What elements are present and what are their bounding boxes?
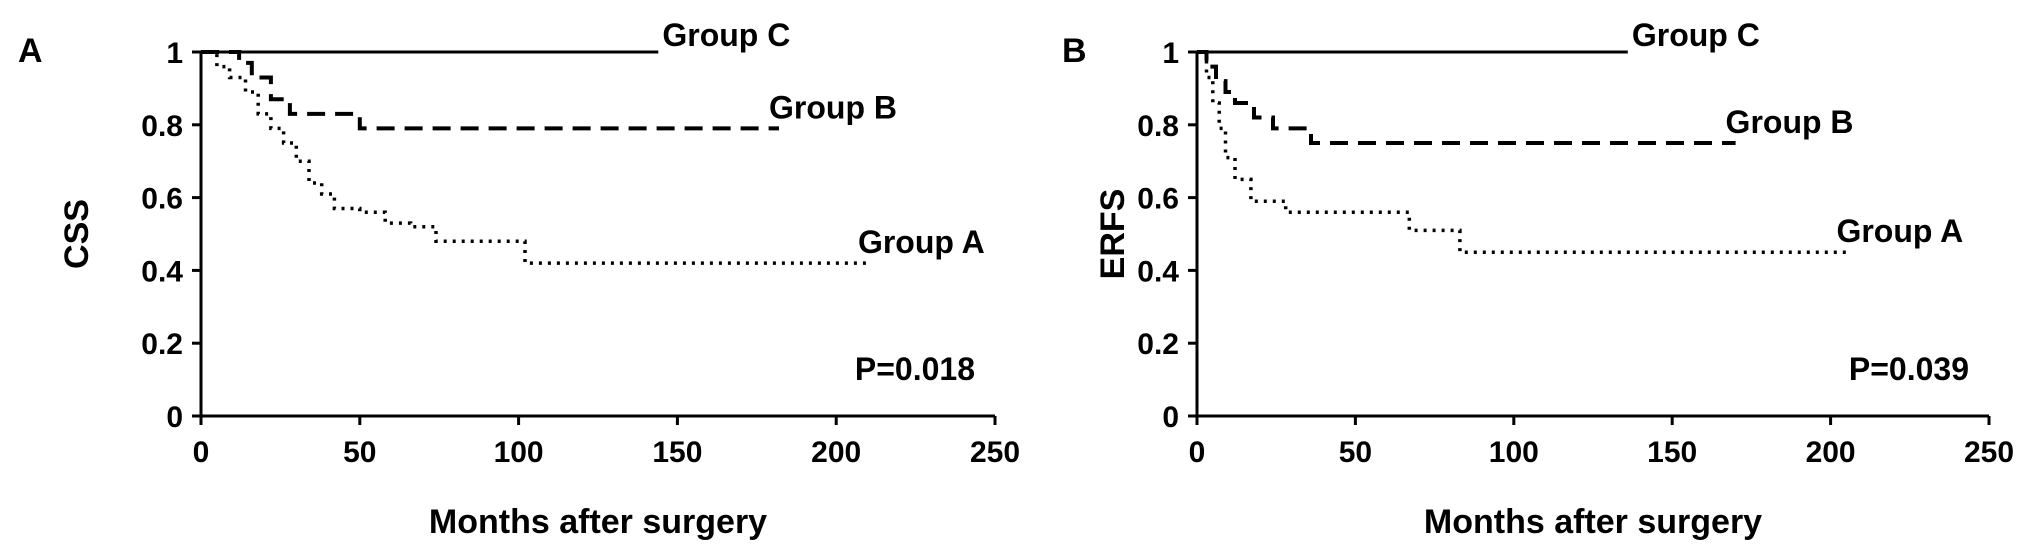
y-tick-label: 0.4 bbox=[1137, 255, 1179, 288]
panel-letter: B bbox=[1062, 32, 1087, 70]
series-label: Group B bbox=[1726, 104, 1854, 140]
x-tick-label: 200 bbox=[1806, 436, 1856, 469]
series-line-group-b bbox=[201, 50, 779, 131]
series-label: Group A bbox=[1836, 213, 1963, 249]
x-tick-label: 100 bbox=[1489, 436, 1539, 469]
series-label: Group C bbox=[662, 17, 790, 53]
series-label: Group C bbox=[1632, 17, 1760, 53]
x-axis-title: Months after surgery bbox=[1424, 503, 1762, 541]
series-line-group-a bbox=[1197, 50, 1847, 254]
p-value-annotation: P=0.018 bbox=[855, 351, 975, 387]
chart-panel-b: B 0 50 100 150 200 250 0 0.2 0.4 0.6 0.8 1 Months aft… bbox=[1062, 17, 2014, 541]
x-tick-label: 150 bbox=[652, 436, 702, 469]
y-tick-label: 0.8 bbox=[1137, 110, 1179, 143]
x-axis-title: Months after surgery bbox=[429, 503, 767, 541]
x-tick-label: 50 bbox=[343, 436, 376, 469]
x-tick-label: 150 bbox=[1647, 436, 1697, 469]
x-tick-label: 0 bbox=[193, 436, 210, 469]
y-tick-label: 0.8 bbox=[141, 110, 183, 143]
y-tick-label: 0 bbox=[166, 401, 183, 434]
y-tick-label: 0 bbox=[1162, 401, 1179, 434]
p-value-annotation: P=0.039 bbox=[1849, 351, 1969, 387]
y-tick-label: 0.6 bbox=[141, 183, 183, 216]
x-tick-label: 0 bbox=[1189, 436, 1206, 469]
x-tick-label: 50 bbox=[1339, 436, 1372, 469]
chart-panel-a: A 0 50 100 150 200 250 0 0.2 0.4 0.6 0.8 1 Months aft… bbox=[18, 17, 1020, 541]
panel-letter: A bbox=[18, 32, 43, 70]
y-tick-label: 0.2 bbox=[141, 328, 183, 361]
y-tick-label: 0.4 bbox=[141, 255, 183, 288]
y-axis-title: CSS bbox=[58, 199, 96, 269]
y-tick-label: 0.2 bbox=[1137, 328, 1179, 361]
x-tick-label: 100 bbox=[494, 436, 544, 469]
series-line-group-a bbox=[201, 50, 868, 265]
y-tick-label: 0.6 bbox=[1137, 183, 1179, 216]
y-tick-label: 1 bbox=[1162, 37, 1179, 70]
series-line-group-b bbox=[1197, 50, 1736, 145]
x-tick-label: 250 bbox=[1964, 436, 2014, 469]
series-label: Group A bbox=[858, 224, 985, 260]
y-axis-title: ERFS bbox=[1094, 189, 1132, 280]
x-tick-label: 250 bbox=[970, 436, 1020, 469]
series-label: Group B bbox=[769, 89, 897, 125]
y-tick-label: 1 bbox=[166, 37, 183, 70]
x-tick-label: 200 bbox=[811, 436, 861, 469]
